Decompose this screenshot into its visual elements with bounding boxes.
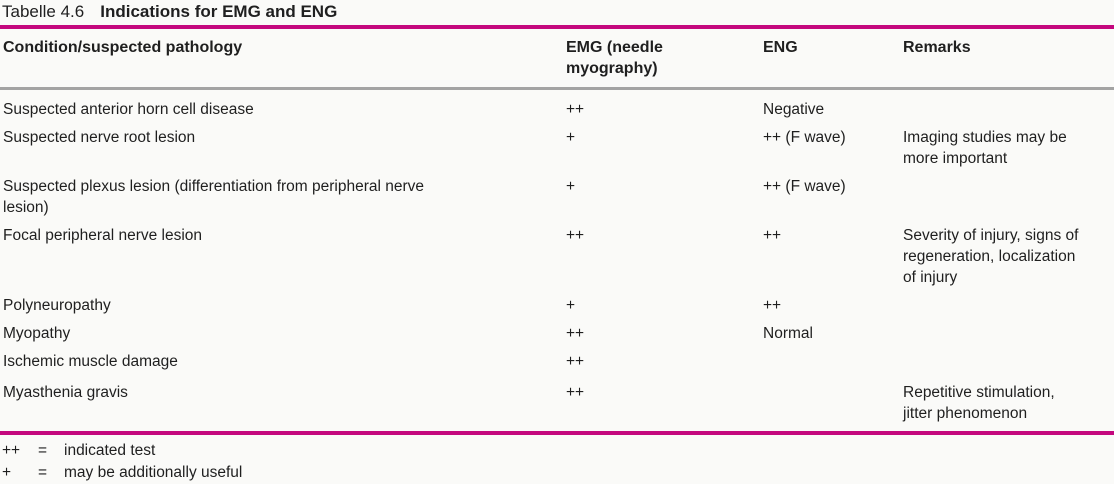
legend-meaning: indicated test bbox=[64, 442, 156, 459]
cell-emg: + bbox=[566, 178, 576, 195]
cell-remarks: Severity of injury, signs of regeneratio… bbox=[903, 227, 1079, 286]
cell-remarks bbox=[903, 176, 1114, 225]
cell-eng: ++ (F wave) bbox=[763, 178, 846, 195]
legend-meaning: may be additionally useful bbox=[64, 464, 243, 481]
table-row: Suspected nerve root lesion + ++ (F wave… bbox=[0, 127, 1114, 176]
cell-emg: + bbox=[566, 129, 576, 146]
table-row: Polyneuropathy + ++ bbox=[0, 295, 1114, 323]
table-row: Suspected plexus lesion (differentiation… bbox=[0, 176, 1114, 225]
table-number: Tabelle 4.6 bbox=[2, 2, 85, 21]
cell-emg: ++ bbox=[566, 101, 585, 118]
legend-equals: = bbox=[38, 442, 48, 459]
legend-item-additional: + = may be additionally useful bbox=[2, 462, 1114, 484]
cell-condition: Myopathy bbox=[3, 325, 71, 342]
cell-emg: + bbox=[566, 297, 576, 314]
cell-condition: Myasthenia gravis bbox=[3, 384, 128, 401]
cell-condition: Suspected anterior horn cell disease bbox=[3, 101, 254, 118]
cell-eng bbox=[763, 382, 903, 433]
cell-remarks: Repetitive stimulation, jitter phenomeno… bbox=[903, 384, 1055, 422]
cell-eng: ++ bbox=[763, 297, 782, 314]
cell-condition: Suspected plexus lesion (differentiation… bbox=[3, 178, 425, 216]
cell-condition: Suspected nerve root lesion bbox=[3, 129, 196, 146]
table-caption: Tabelle 4.6 Indications for EMG and ENG bbox=[0, 2, 1114, 22]
legend-symbol: + bbox=[2, 464, 12, 481]
cell-remarks bbox=[903, 351, 1114, 382]
cell-condition: Focal peripheral nerve lesion bbox=[3, 227, 203, 244]
col-header-eng: ENG bbox=[763, 27, 903, 90]
cell-eng: Negative bbox=[763, 101, 825, 118]
table-row: Focal peripheral nerve lesion ++ ++ Seve… bbox=[0, 225, 1114, 295]
cell-emg: ++ bbox=[566, 353, 585, 370]
cell-remarks bbox=[903, 295, 1114, 323]
table-title: Indications for EMG and ENG bbox=[100, 2, 338, 21]
indications-table: Condition/suspected pathology EMG (needl… bbox=[0, 25, 1114, 435]
cell-remarks bbox=[903, 89, 1114, 128]
cell-condition: Ischemic muscle damage bbox=[3, 353, 178, 370]
cell-eng: Normal bbox=[763, 325, 813, 342]
col-header-emg: EMG (needle myography) bbox=[566, 27, 763, 90]
table-row: Myopathy ++ Normal bbox=[0, 323, 1114, 351]
col-header-condition: Condition/suspected pathology bbox=[0, 27, 566, 90]
table-header-row: Condition/suspected pathology EMG (needl… bbox=[0, 27, 1114, 90]
cell-emg: ++ bbox=[566, 325, 585, 342]
legend: ++ = indicated test + = may be additiona… bbox=[0, 440, 1114, 484]
legend-item-indicated: ++ = indicated test bbox=[2, 440, 1114, 462]
cell-eng: ++ bbox=[763, 227, 782, 244]
table-row: Myasthenia gravis ++ Repetitive stimulat… bbox=[0, 382, 1114, 433]
col-header-remarks: Remarks bbox=[903, 27, 1114, 90]
cell-emg: ++ bbox=[566, 384, 585, 401]
cell-remarks: Imaging studies may be more important bbox=[903, 129, 1067, 167]
cell-eng: ++ (F wave) bbox=[763, 129, 846, 146]
cell-remarks bbox=[903, 323, 1114, 351]
legend-equals: = bbox=[38, 464, 48, 481]
cell-eng bbox=[763, 351, 903, 382]
cell-emg: ++ bbox=[566, 227, 585, 244]
table-row: Suspected anterior horn cell disease ++ … bbox=[0, 89, 1114, 128]
table-row: Ischemic muscle damage ++ bbox=[0, 351, 1114, 382]
cell-condition: Polyneuropathy bbox=[3, 297, 111, 314]
legend-symbol: ++ bbox=[2, 442, 21, 459]
